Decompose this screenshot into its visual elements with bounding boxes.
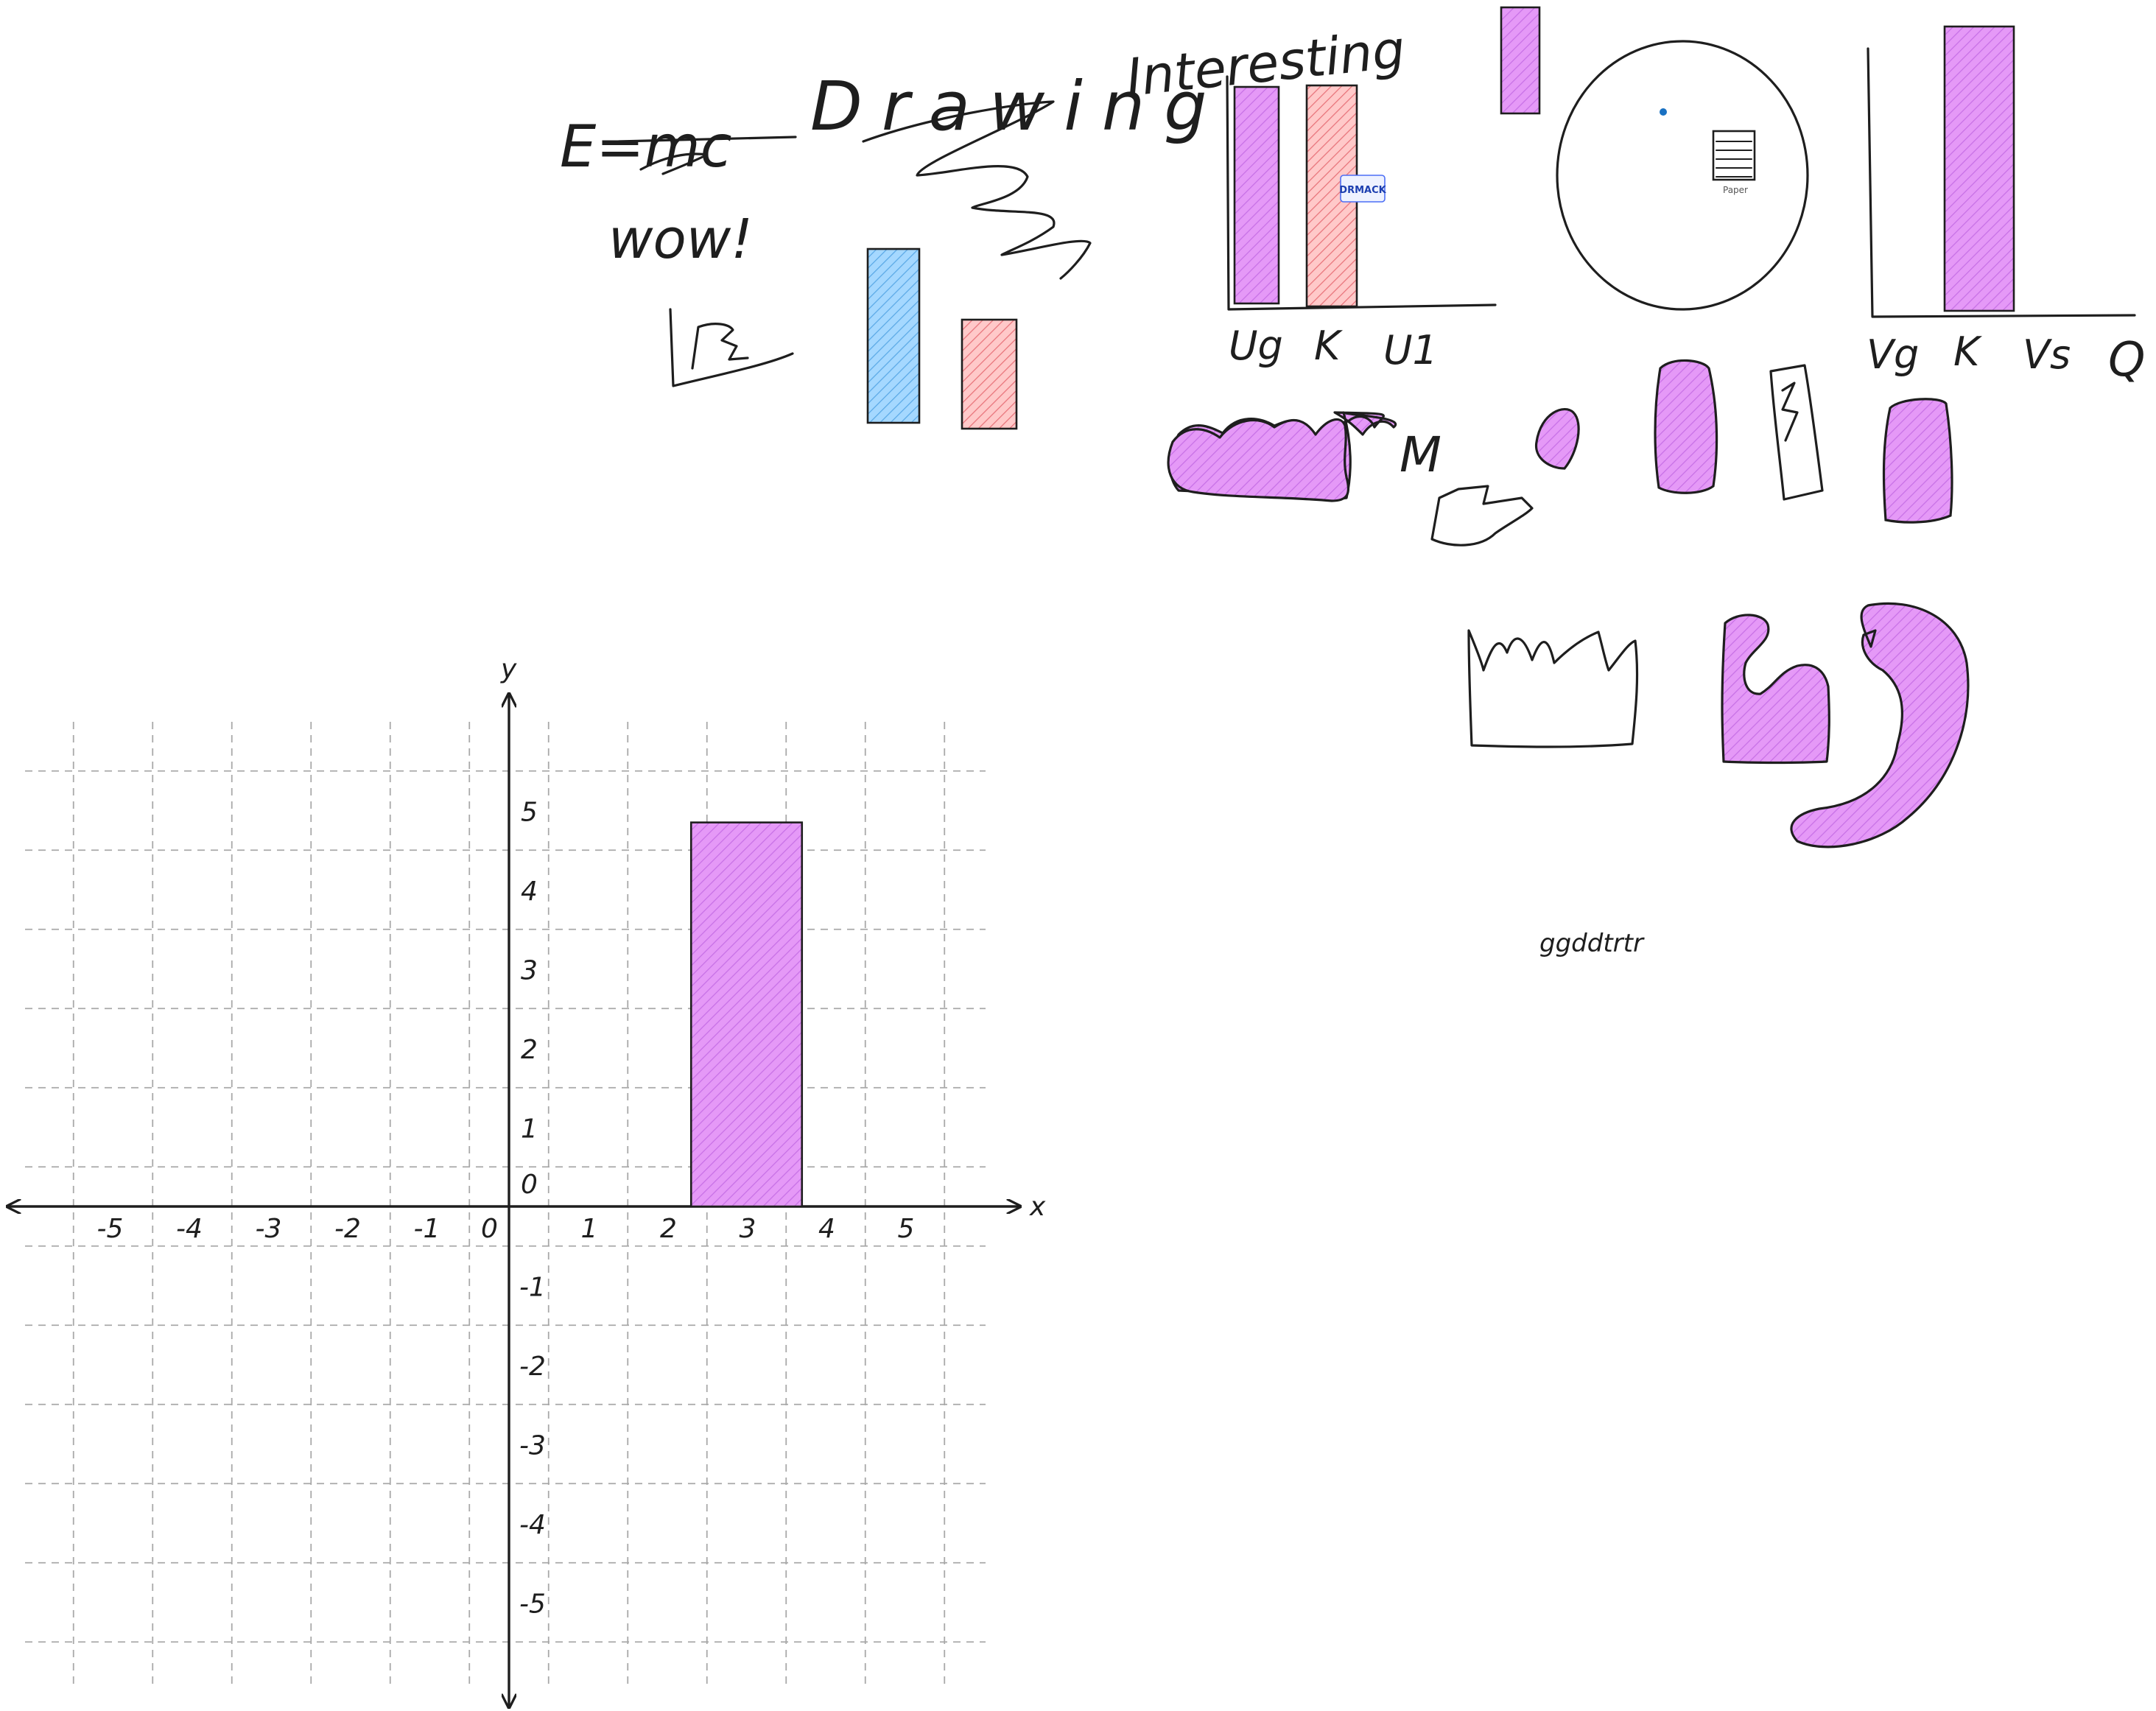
- bar-chart-1-label-k: K: [1314, 323, 1343, 369]
- bar-chart-2-label-vs: Vs: [2023, 331, 2071, 378]
- coordinate-bars: [689, 821, 804, 1208]
- x-tick-label: -2: [334, 1214, 361, 1244]
- bar-chart-2[interactable]: Vg K Vs Q: [1867, 25, 2145, 387]
- bar-chart-1-label-ug: Ug: [1229, 323, 1283, 369]
- y-tick-label: -5: [519, 1589, 546, 1620]
- bar-chart-1-label-u1: U1: [1383, 327, 1438, 373]
- blue-dot: [1660, 108, 1667, 116]
- bar-chart-1[interactable]: Interesting DRMACK Ug K U1: [1123, 19, 1497, 373]
- circle-frame[interactable]: Paper: [1556, 40, 1809, 311]
- red-bar[interactable]: [961, 318, 1018, 430]
- coordinate-plane[interactable]: x y -5 -4 -3 -2 -1 0 1 2 3 4 5 5 4 3 2 1 0 -1 -2 -3 -4 -5: [7, 654, 1046, 1707]
- scribble-m: M: [1400, 426, 1442, 483]
- bar-chart-1-axes: [1226, 75, 1497, 311]
- open-box-doodle[interactable]: [1430, 485, 1534, 547]
- wow-text: wow!: [608, 208, 753, 271]
- formula-note[interactable]: E=mc: [560, 114, 797, 180]
- x-axis-label: x: [1029, 1192, 1046, 1222]
- wow-note[interactable]: wow!: [608, 208, 753, 271]
- x-tick-label: 2: [660, 1214, 677, 1244]
- x-tick-label: -3: [256, 1214, 282, 1244]
- x-tick-label: 3: [740, 1214, 756, 1244]
- coordinate-grid: [25, 722, 986, 1684]
- logo-sticker[interactable]: DRMACK: [1339, 175, 1387, 203]
- svg-text:DRMACK: DRMACK: [1339, 185, 1386, 196]
- x-tick-label: 1: [581, 1214, 598, 1244]
- y-tick-label: 0: [521, 1170, 538, 1200]
- y-tick-labels: 5 4 3 2 1 0 -1 -2 -3 -4 -5: [519, 798, 546, 1620]
- x-tick-label: 5: [898, 1214, 915, 1244]
- circle-outline: [1556, 40, 1809, 311]
- formula-text: E=mc: [560, 114, 732, 180]
- violet-arch-shape[interactable]: [1882, 398, 1953, 524]
- y-tick-label: 2: [521, 1035, 538, 1065]
- y-tick-label: 3: [521, 956, 538, 986]
- formula-scribble: [639, 152, 709, 175]
- bar-chart-1-bar-ug[interactable]: [1233, 85, 1280, 305]
- paper-icon[interactable]: Paper: [1712, 130, 1756, 195]
- x-tick-label: 0: [481, 1214, 498, 1244]
- violet-crescent-shape[interactable]: [1790, 602, 1970, 849]
- y-tick-label: -3: [519, 1431, 546, 1461]
- blue-bar[interactable]: [866, 247, 921, 424]
- bar-chart-2-label-k: K: [1953, 329, 1982, 375]
- formula-strike: [617, 136, 797, 143]
- x-tick-label: -1: [414, 1214, 440, 1244]
- svg-text:Paper: Paper: [1723, 185, 1748, 195]
- outlined-tall-shape[interactable]: [1769, 364, 1824, 501]
- y-tick-label: -1: [519, 1273, 546, 1303]
- bar-chart-2-label-q: Q: [2108, 333, 2145, 387]
- violet-crown-blob[interactable]: [1167, 418, 1350, 502]
- x-tick-labels: -5 -4 -3 -2 -1 0 1 2 3 4 5: [97, 1214, 915, 1244]
- y-axis-label: y: [500, 654, 517, 684]
- bar-chart-2-label-vg: Vg: [1867, 331, 1919, 378]
- violet-heart-blob[interactable]: [1534, 408, 1580, 470]
- y-tick-label: 1: [521, 1114, 538, 1145]
- y-tick-label: -2: [519, 1352, 546, 1382]
- outlined-crown-shape[interactable]: [1467, 629, 1639, 748]
- bar-chart-2-bar[interactable]: [1943, 25, 2015, 312]
- mountain-doodle[interactable]: [669, 308, 794, 387]
- y-tick-label: 5: [521, 798, 538, 828]
- y-tick-label: -4: [519, 1510, 546, 1540]
- zigzag-scribble[interactable]: [862, 100, 1092, 280]
- coordinate-bar[interactable]: [689, 821, 804, 1208]
- ggddtrtr-text: ggddtrtr: [1539, 929, 1645, 958]
- violet-pill-shape[interactable]: [1654, 359, 1718, 494]
- x-tick-label: -5: [97, 1214, 124, 1244]
- y-tick-label: 4: [521, 876, 538, 907]
- violet-hook-shape[interactable]: [1721, 614, 1830, 765]
- x-tick-label: -4: [176, 1214, 203, 1244]
- bar-chart-2-axes: [1867, 47, 2136, 318]
- x-tick-label: 4: [818, 1214, 835, 1244]
- floating-violet-bar[interactable]: [1500, 6, 1541, 115]
